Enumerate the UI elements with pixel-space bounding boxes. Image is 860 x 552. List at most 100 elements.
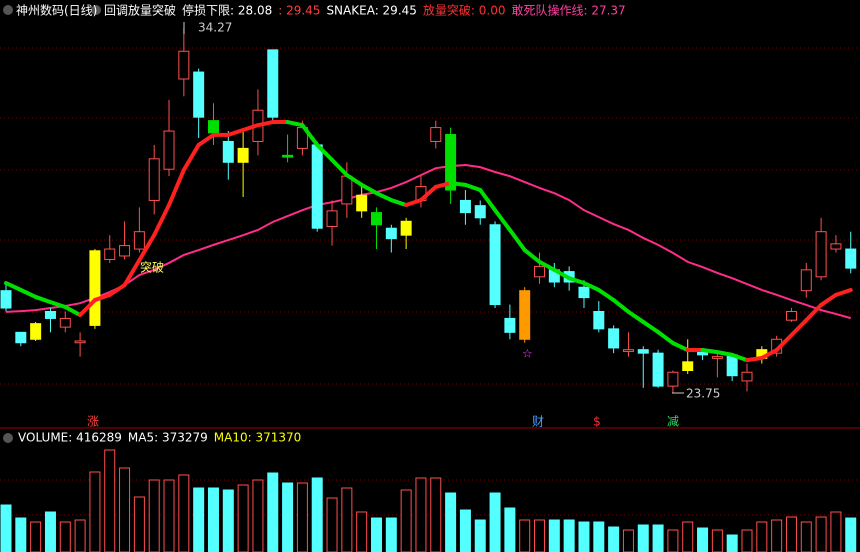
line-segment [33, 294, 53, 305]
volume-bar [326, 497, 338, 552]
candle-body [0, 290, 12, 309]
volume-bar [30, 521, 42, 552]
volume-bar [682, 521, 694, 552]
candle-body [519, 290, 531, 340]
volume-bar [178, 474, 190, 552]
line-segment [507, 227, 527, 253]
volume-bar [267, 472, 279, 552]
candle-body [578, 286, 590, 299]
volume-bar [519, 519, 531, 552]
volume-bar [667, 529, 679, 552]
volume-bar [415, 477, 427, 552]
breakout-annotation: 突破 [140, 260, 164, 275]
line-segment [418, 184, 438, 203]
line-segment [404, 198, 423, 207]
volume-bar [341, 487, 353, 552]
line-segment [285, 120, 305, 128]
line-segment [78, 298, 97, 317]
volume-bar [59, 521, 71, 552]
line-segment [107, 283, 127, 297]
menu-icon[interactable] [3, 5, 13, 15]
candle-body [207, 120, 219, 134]
candle-body [311, 144, 323, 229]
line-segment [137, 233, 157, 263]
volume-bar [815, 516, 827, 552]
line-segment [315, 142, 335, 162]
candle-body [830, 243, 842, 250]
line-segment [226, 128, 246, 137]
line-segment [641, 319, 661, 334]
candle-body [15, 331, 27, 344]
line-segment [4, 281, 23, 292]
line-segment [478, 188, 498, 213]
volume-legend-entry: VOLUME: 416289 [18, 431, 122, 445]
signal-label: $ [593, 415, 601, 429]
volume-bar [534, 519, 546, 552]
menu-icon[interactable] [91, 5, 101, 15]
candle-body [59, 317, 71, 328]
indicator-value: 放量突破: 0.00 [423, 3, 506, 18]
volume-bar [563, 519, 575, 552]
line-segment [241, 123, 260, 133]
volume-bar [445, 492, 457, 552]
volume-bar [548, 519, 560, 552]
line-segment [196, 132, 216, 147]
volume-bar [711, 529, 723, 552]
candle-body [489, 224, 501, 306]
menu-icon[interactable] [3, 433, 13, 443]
volume-bar [756, 521, 768, 552]
chart-title: 神州数码(日线) [16, 3, 97, 18]
low-annotation: 23.75 [686, 387, 720, 401]
line-segment [344, 173, 364, 187]
volume-bar [652, 524, 664, 552]
star-annotation: ☆ [522, 347, 533, 361]
volume-bar [133, 496, 145, 552]
volume-bar [89, 471, 101, 552]
candle-body [148, 158, 160, 201]
candle-body [430, 127, 442, 142]
volume-bar [311, 477, 323, 552]
candle-body [89, 250, 101, 326]
line-segment [359, 182, 379, 196]
volume-bar [44, 511, 56, 552]
volume-legend: VOLUME: 416289 MA5: 373279 MA10: 371370 [18, 431, 301, 445]
high-annotation: 34.27 [198, 21, 232, 35]
line-segment [300, 123, 320, 147]
volume-bar [845, 517, 857, 552]
indicator-value: : 29.45 [278, 4, 320, 18]
indicator-value: SNAKEA: 29.45 [326, 4, 416, 18]
line-segment [596, 287, 616, 303]
volume-bar [296, 482, 308, 552]
line [5, 164, 852, 320]
candle-body [652, 352, 664, 387]
line-segment [448, 181, 468, 187]
candle-body [237, 147, 249, 163]
signal-label: 财 [532, 415, 544, 429]
volume-bar [489, 492, 501, 552]
volume-bar [282, 482, 294, 552]
line-segment [537, 259, 557, 272]
candle-body [326, 210, 338, 227]
line-segment [745, 356, 764, 363]
signals: 涨 财 $ 减 [87, 414, 679, 429]
volume-legend-entry: MA5: 373279 [128, 431, 208, 445]
candle-body [282, 154, 294, 158]
line-segment [48, 300, 68, 309]
volume-bar [0, 504, 12, 552]
line-segment [833, 287, 853, 297]
candle-body [622, 349, 634, 352]
line-segment [656, 329, 675, 346]
candle-body [193, 71, 205, 118]
candle-body [119, 245, 131, 257]
line-segment [18, 287, 38, 299]
candle-body [371, 212, 382, 226]
line-segment [389, 198, 409, 207]
candle-body [815, 231, 827, 278]
line-segment [374, 191, 394, 203]
volume-bar [222, 489, 234, 552]
volume-bar [104, 449, 116, 552]
volume-bar [430, 477, 442, 552]
candle-body [267, 49, 279, 118]
